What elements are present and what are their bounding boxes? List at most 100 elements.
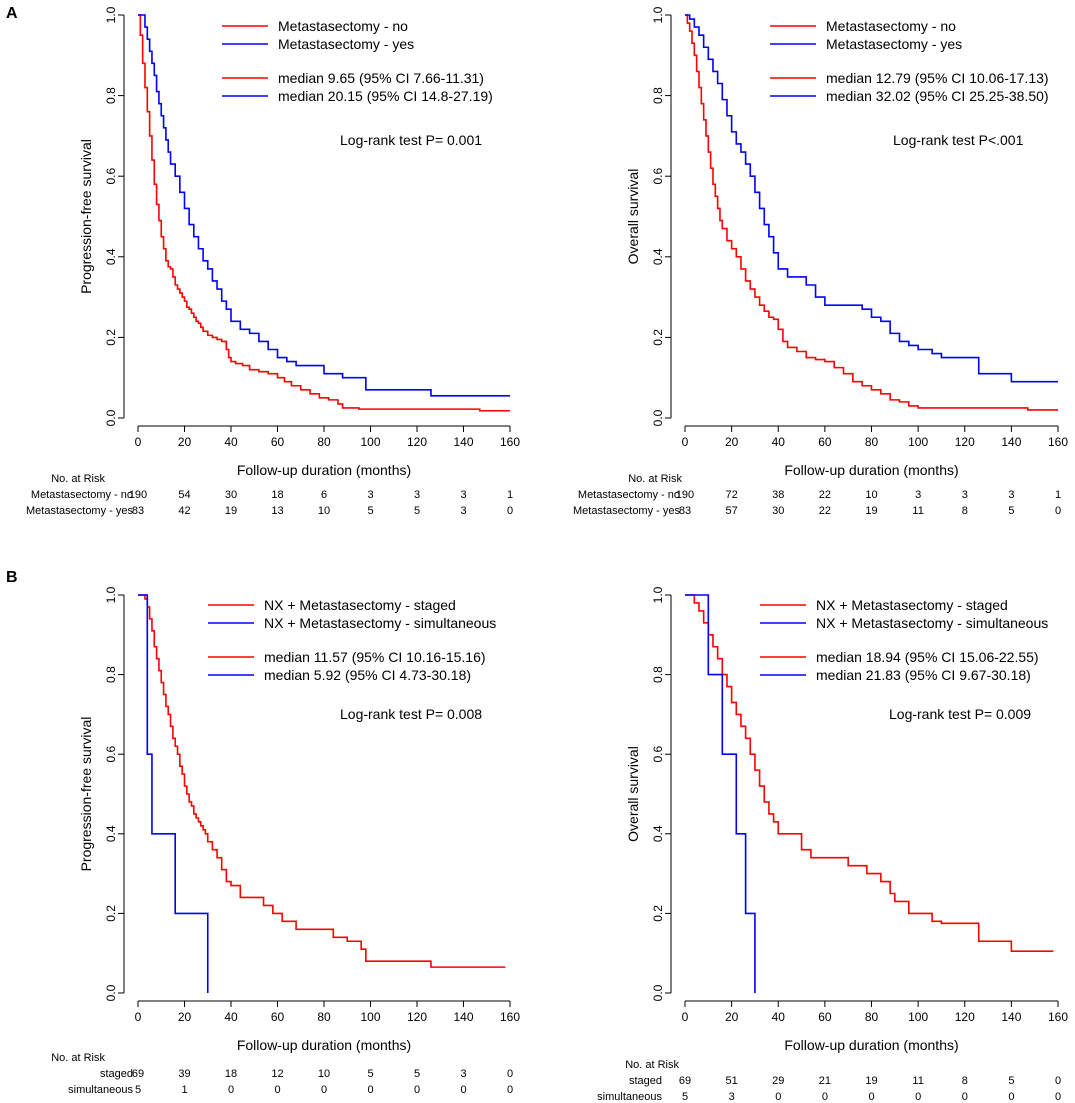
legend-label: NX + Metastasectomy - staged — [264, 597, 456, 613]
risk-count: 10 — [865, 489, 877, 501]
risk-count: 54 — [178, 489, 190, 501]
y-tick-label: 1.0 — [651, 6, 665, 23]
series-line-blue — [685, 14, 1058, 383]
risk-count: 5 — [1008, 505, 1014, 517]
risk-count: 0 — [228, 1084, 234, 1096]
risk-count: 38 — [772, 489, 784, 501]
y-axis-title: Overall survival — [625, 746, 641, 842]
x-tick-label: 120 — [407, 435, 427, 449]
y-tick-label: 1.0 — [104, 586, 118, 603]
y-tick-label: 0.2 — [104, 329, 118, 346]
y-axis-title: Progression-free survival — [78, 139, 94, 294]
risk-count: 22 — [819, 489, 831, 501]
risk-count: 0 — [962, 1091, 968, 1103]
risk-count: 51 — [726, 1075, 738, 1087]
risk-count: 8 — [962, 505, 968, 517]
legend-label: Metastasectomy - no — [826, 18, 956, 34]
panel-label-b: B — [6, 569, 18, 586]
median-label: median 32.02 (95% CI 25.25-38.50) — [826, 88, 1049, 104]
logrank-label: Log-rank test P<.001 — [893, 132, 1024, 148]
risk-count: 3 — [915, 489, 921, 501]
series-line-red — [685, 594, 1054, 953]
risk-count: 30 — [225, 489, 237, 501]
y-tick-label: 0.2 — [651, 905, 665, 922]
x-axis-title: Follow-up duration (months) — [237, 462, 411, 478]
risk-row-label: Metastasectomy - yes — [573, 505, 680, 517]
legend-label: Metastasectomy - yes — [826, 36, 962, 52]
risk-count: 0 — [507, 1084, 513, 1096]
risk-count: 42 — [178, 505, 190, 517]
x-tick-label: 0 — [135, 1010, 142, 1024]
risk-count: 3 — [460, 489, 466, 501]
x-tick-label: 140 — [453, 1010, 473, 1024]
risk-count: 0 — [321, 1084, 327, 1096]
x-tick-label: 120 — [407, 1010, 427, 1024]
x-tick-label: 60 — [271, 435, 285, 449]
risk-count: 5 — [1008, 1075, 1014, 1087]
y-tick-label: 0.8 — [104, 87, 118, 104]
series-line-red — [685, 14, 1058, 411]
risk-count: 30 — [772, 505, 784, 517]
risk-row-label: Metastasectomy - yes — [26, 505, 133, 517]
x-axis-title: Follow-up duration (months) — [784, 1037, 958, 1053]
x-tick-label: 20 — [725, 1010, 739, 1024]
series-line-blue — [138, 14, 510, 397]
y-tick-label: 0.8 — [651, 87, 665, 104]
risk-count: 0 — [460, 1084, 466, 1096]
risk-count: 19 — [865, 505, 877, 517]
risk-count: 22 — [819, 505, 831, 517]
y-tick-label: 0.2 — [651, 329, 665, 346]
y-tick-label: 0.4 — [104, 248, 118, 265]
risk-count: 0 — [507, 1068, 513, 1080]
x-tick-label: 100 — [360, 1010, 380, 1024]
risk-count: 8 — [962, 1075, 968, 1087]
x-tick-label: 60 — [818, 435, 832, 449]
series-line-red — [138, 594, 506, 968]
x-tick-label: 100 — [908, 435, 928, 449]
risk-row-label: simultaneous — [68, 1084, 133, 1096]
risk-count: 69 — [132, 1068, 144, 1080]
y-tick-label: 0.8 — [651, 666, 665, 683]
risk-row-label: Metastasectomy - no — [578, 489, 680, 501]
risk-count: 0 — [1055, 1075, 1061, 1087]
y-tick-label: 0.0 — [104, 409, 118, 426]
panel-label-a: A — [6, 5, 18, 22]
risk-count: 5 — [414, 505, 420, 517]
x-tick-label: 120 — [955, 435, 975, 449]
y-tick-label: 0.4 — [104, 825, 118, 842]
risk-count: 10 — [318, 505, 330, 517]
risk-count: 3 — [367, 489, 373, 501]
y-tick-label: 0.8 — [104, 666, 118, 683]
risk-table-header: No. at Risk — [625, 1059, 679, 1071]
risk-count: 3 — [460, 505, 466, 517]
risk-count: 18 — [225, 1068, 237, 1080]
risk-row-label: Metastasectomy - no — [31, 489, 133, 501]
x-tick-label: 140 — [453, 435, 473, 449]
x-tick-label: 120 — [955, 1010, 975, 1024]
risk-count: 3 — [729, 1091, 735, 1103]
median-label: median 5.92 (95% CI 4.73-30.18) — [264, 667, 471, 683]
logrank-label: Log-rank test P= 0.008 — [340, 706, 482, 722]
risk-count: 57 — [726, 505, 738, 517]
logrank-label: Log-rank test P= 0.001 — [340, 132, 482, 148]
risk-count: 3 — [962, 489, 968, 501]
risk-count: 39 — [178, 1068, 190, 1080]
y-tick-label: 0.6 — [104, 168, 118, 185]
y-axis-title: Overall survival — [625, 169, 641, 265]
x-tick-label: 20 — [178, 1010, 192, 1024]
x-tick-label: 160 — [500, 1010, 520, 1024]
chart-3: 0 20 40 60 80 100 120 140 1600.00.20.40.60.81.0F… — [51, 586, 520, 1096]
legend-label: Metastasectomy - no — [278, 18, 408, 34]
risk-count: 0 — [822, 1091, 828, 1103]
risk-count: 0 — [507, 505, 513, 517]
risk-count: 83 — [679, 505, 691, 517]
median-label: median 21.83 (95% CI 9.67-30.18) — [816, 667, 1031, 683]
risk-count: 21 — [819, 1075, 831, 1087]
risk-count: 0 — [1055, 505, 1061, 517]
risk-count: 13 — [271, 505, 283, 517]
risk-count: 3 — [460, 1068, 466, 1080]
x-tick-label: 0 — [682, 1010, 689, 1024]
x-tick-label: 40 — [772, 435, 786, 449]
y-tick-label: 1.0 — [651, 586, 665, 603]
